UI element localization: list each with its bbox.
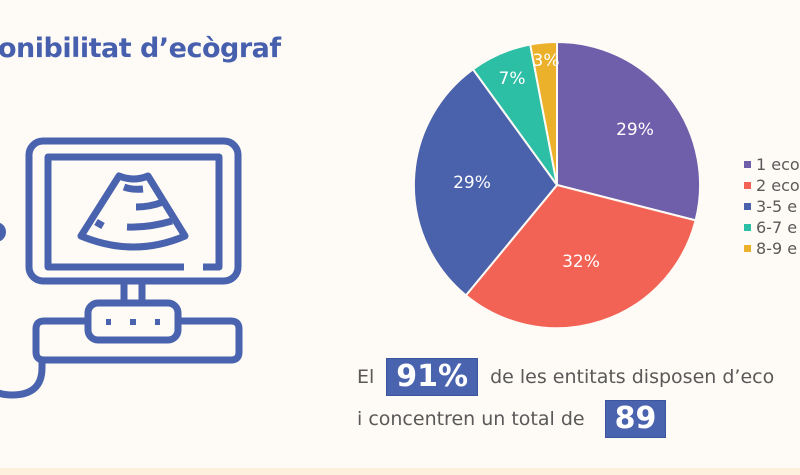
legend-item-1-eco[interactable]: 1 eco	[744, 154, 800, 175]
pie-label-2-eco: 32%	[562, 252, 600, 272]
legend-item-8-9-eco[interactable]: 8-9 e	[744, 238, 800, 259]
legend-swatch-icon	[744, 161, 751, 168]
pie-slice-1-eco[interactable]	[556, 41, 702, 222]
stat-suffix: de les entitats disposen d’eco	[490, 366, 775, 388]
percentage-badge: 91%	[386, 358, 479, 396]
pie-slice-2-eco[interactable]	[464, 184, 697, 330]
legend-item-3-5-eco[interactable]: 3-5 e	[744, 196, 800, 217]
legend-item-2-eco[interactable]: 2 eco	[744, 175, 800, 196]
pie-label-8-9-eco: 3%	[532, 51, 560, 71]
legend-label: 3-5 e	[756, 197, 798, 216]
legend-swatch-icon	[744, 203, 751, 210]
stat-prefix: i concentren un total de	[357, 408, 585, 430]
pie-label-3-5-eco: 29%	[453, 173, 491, 193]
total-badge: 89	[604, 400, 667, 438]
legend-item-6-7-eco[interactable]: 6-7 e	[744, 217, 800, 238]
pie-chart	[412, 40, 702, 330]
legend-label: 8-9 e	[756, 239, 798, 258]
chart-legend: 1 eco 2 eco 3-5 e 6-7 e 8-9 e	[744, 154, 800, 259]
bottom-band	[0, 468, 800, 475]
pie-label-1-eco: 29%	[616, 120, 654, 140]
legend-label: 2 eco	[756, 176, 800, 195]
stat-line-percentage: El 91% de les entitats disposen d’eco	[357, 358, 774, 396]
legend-label: 6-7 e	[756, 218, 798, 237]
legend-swatch-icon	[744, 224, 751, 231]
pie-slice-8-9-eco[interactable]	[529, 40, 558, 186]
stat-line-total: i concentren un total de 89	[357, 400, 678, 438]
pie-label-6-7-eco: 7%	[498, 69, 526, 89]
ultrasound-machine-icon	[0, 137, 243, 399]
stat-prefix: El	[357, 366, 375, 388]
page-title: onibilitat d’ecògraf	[0, 33, 281, 64]
legend-label: 1 eco	[756, 155, 800, 174]
legend-swatch-icon	[744, 182, 751, 189]
pie-slice-3-5-eco[interactable]	[412, 68, 558, 297]
legend-swatch-icon	[744, 245, 751, 252]
